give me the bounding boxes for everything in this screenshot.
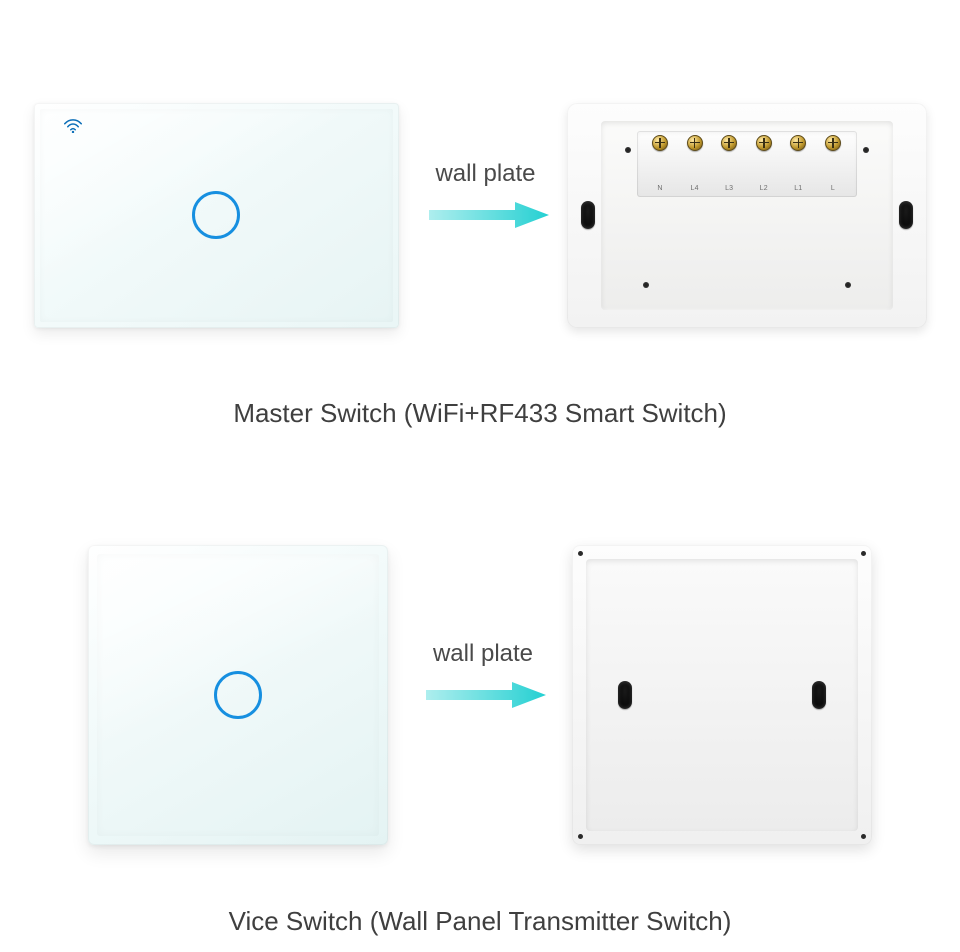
vice-switch-row: wall plate bbox=[0, 540, 960, 850]
wall-plate-label: wall plate bbox=[421, 160, 551, 188]
vice-switch-front-panel bbox=[88, 545, 388, 845]
master-switch-row: wall plate NL4L3L2L1L bbox=[0, 100, 960, 330]
mount-slot-icon bbox=[899, 201, 913, 229]
terminal-l3: L3 bbox=[718, 135, 740, 192]
wifi-icon bbox=[64, 119, 82, 133]
master-switch-wall-plate: NL4L3L2L1L bbox=[567, 103, 927, 328]
terminal-l1: L1 bbox=[787, 135, 809, 192]
terminal-n: N bbox=[649, 135, 671, 192]
master-switch-front-panel bbox=[34, 103, 399, 328]
arrow-icon bbox=[426, 680, 546, 710]
arrow-to-wallplate-vice: wall plate bbox=[426, 680, 546, 710]
terminal-l4: L4 bbox=[684, 135, 706, 192]
mount-slot-icon bbox=[812, 681, 826, 709]
vice-caption: Vice Switch (Wall Panel Transmitter Swit… bbox=[0, 906, 960, 937]
touch-button-ring bbox=[214, 671, 262, 719]
arrow-to-wallplate-master: wall plate bbox=[429, 200, 549, 230]
mount-slot-icon bbox=[618, 681, 632, 709]
touch-button-ring bbox=[192, 191, 240, 239]
mount-slot-icon bbox=[581, 201, 595, 229]
vice-switch-wall-plate bbox=[572, 545, 872, 845]
terminal-l2: L2 bbox=[753, 135, 775, 192]
arrow-icon bbox=[429, 200, 549, 230]
terminal-l: L bbox=[822, 135, 844, 192]
terminal-block: NL4L3L2L1L bbox=[637, 131, 857, 197]
wall-plate-label: wall plate bbox=[418, 640, 548, 668]
master-caption: Master Switch (WiFi+RF433 Smart Switch) bbox=[0, 398, 960, 429]
